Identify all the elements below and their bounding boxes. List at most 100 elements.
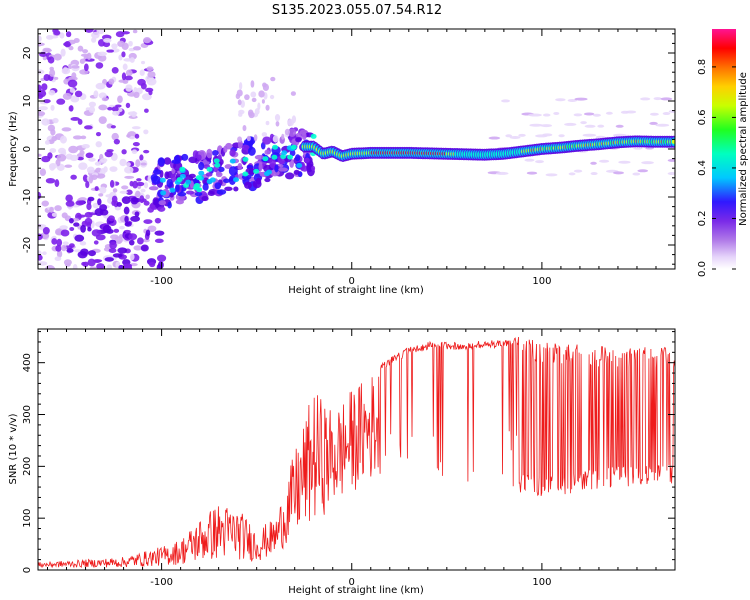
- spectrogram-cell: [590, 161, 597, 165]
- spectrogram-cell: [163, 157, 172, 165]
- spectrogram-cell: [238, 82, 243, 90]
- spectrogram-cell: [66, 248, 74, 253]
- spectrogram-cell: [61, 127, 72, 132]
- spectrogram-cell: [143, 219, 153, 224]
- spectrogram-cell: [76, 156, 84, 161]
- spectrogram-cell: [79, 241, 87, 246]
- spectrogram-cell: [59, 225, 68, 230]
- spectrogram-cell: [156, 264, 162, 269]
- spectrogram-cell: [39, 168, 47, 177]
- spectrogram-cell: [216, 189, 227, 195]
- spectrogram-cell: [93, 240, 99, 245]
- spectrogram-cell: [81, 143, 90, 149]
- spectrogram-cell: [148, 186, 159, 191]
- spectrogram-cell: [56, 98, 66, 105]
- spectrogram-cell: [582, 133, 597, 137]
- spectrogram-cell: [215, 171, 223, 178]
- spectrogram-cell: [237, 139, 243, 150]
- spectrogram-cell: [51, 212, 58, 217]
- snr-line: [38, 336, 675, 569]
- spectrogram-cell: [288, 128, 297, 137]
- spectrogram-cell: [633, 146, 643, 150]
- spectrogram-cell: [49, 148, 57, 153]
- spectrogram-cell: [229, 158, 236, 164]
- spectrogram-cell: [505, 134, 513, 138]
- snr-x-tick-label: 0: [349, 577, 355, 588]
- spectrogram-x-label: Height of straight line (km): [288, 285, 424, 296]
- spectrogram-cell: [509, 135, 521, 139]
- snr-x-tick-label: -100: [150, 577, 173, 588]
- spectrogram-cell: [47, 124, 56, 132]
- spectrogram-cell: [293, 169, 300, 175]
- spectrogram-cell: [641, 161, 654, 165]
- spectrogram-cell: [198, 161, 205, 171]
- spectrogram-cell: [87, 196, 95, 202]
- spectrogram-cell: [289, 149, 296, 157]
- spectrogram-cell: [255, 177, 262, 185]
- spectrogram-cell: [488, 136, 501, 140]
- spectrogram-cell: [64, 164, 73, 168]
- spectrogram-cell: [281, 150, 288, 156]
- spectrogram-cell: [84, 211, 93, 218]
- spectrogram-cell: [237, 136, 242, 143]
- spectrogram-cell: [95, 131, 102, 137]
- spectrogram-cell: [78, 197, 87, 202]
- spectrogram-cell: [70, 116, 80, 121]
- spectrogram-cell: [272, 135, 279, 143]
- spectrogram-cell: [38, 69, 45, 75]
- spectrogram-cell: [60, 48, 66, 57]
- spectrogram-cell: [68, 45, 74, 51]
- spectrogram-cell: [74, 90, 83, 98]
- snr-y-tick-label: 200: [22, 457, 33, 476]
- spectrogram-cell: [116, 202, 123, 207]
- spectrogram-cell: [56, 250, 63, 258]
- spectrogram-cell: [44, 140, 50, 145]
- spectrogram-cell: [41, 83, 48, 91]
- spectrogram-cell: [542, 113, 551, 117]
- spectrogram-cell: [49, 69, 56, 77]
- spectrogram-cell: [265, 104, 270, 111]
- spectrogram-cell: [96, 29, 105, 35]
- spectrogram-cell: [82, 174, 88, 182]
- colorbar: 0.0 0.2 0.4 0.6 0.8 Normalized spectral ampl…: [697, 29, 749, 277]
- spectrogram-cell: [38, 35, 42, 42]
- spectrogram-cell: [95, 62, 104, 69]
- spectrogram-cell: [198, 170, 205, 176]
- spectrogram-cell: [261, 99, 265, 104]
- spectrogram-cell: [284, 128, 290, 136]
- spectrogram-cell: [233, 177, 240, 183]
- spectrogram-cell: [264, 149, 271, 155]
- spectrogram-cell: [54, 256, 62, 261]
- spectrogram-cell: [54, 205, 62, 212]
- spectrogram-cell: [108, 78, 115, 85]
- spectrogram-cell: [87, 227, 92, 232]
- spectrogram-cell: [67, 79, 78, 88]
- spectrogram-cell: [104, 150, 113, 158]
- spectrogram-cell: [528, 113, 542, 117]
- spectrogram-cell: [117, 40, 125, 47]
- spectrogram-cell: [242, 171, 249, 177]
- colorbar-tick-label: 0.4: [697, 160, 708, 176]
- snr-x-label: Height of straight line (km): [288, 585, 424, 596]
- spectrogram-cell: [130, 197, 139, 205]
- spectrogram-cell: [109, 180, 115, 188]
- spectrogram-cell: [501, 99, 511, 103]
- spectrogram-cell: [592, 113, 601, 117]
- spectrogram-cell: [94, 186, 99, 192]
- spectrogram-cell: [287, 119, 294, 127]
- spectrogram-cell: [248, 111, 255, 119]
- spectrogram-cell: [68, 105, 74, 112]
- spectrogram-cell: [518, 133, 526, 137]
- spectrogram-cell: [89, 266, 98, 269]
- spectrogram-cell: [241, 144, 250, 151]
- spectrogram-cell: [68, 145, 79, 154]
- spectrogram-cell: [160, 190, 167, 196]
- colorbar-tick-label: 0.8: [697, 59, 708, 75]
- spectrogram-cell: [195, 175, 202, 181]
- spectrogram-cell: [140, 60, 146, 65]
- spectrogram-cell: [597, 124, 605, 128]
- spectrogram-cell: [179, 166, 186, 172]
- spectrogram-cell: [258, 162, 263, 172]
- spectrogram-cell: [85, 180, 90, 189]
